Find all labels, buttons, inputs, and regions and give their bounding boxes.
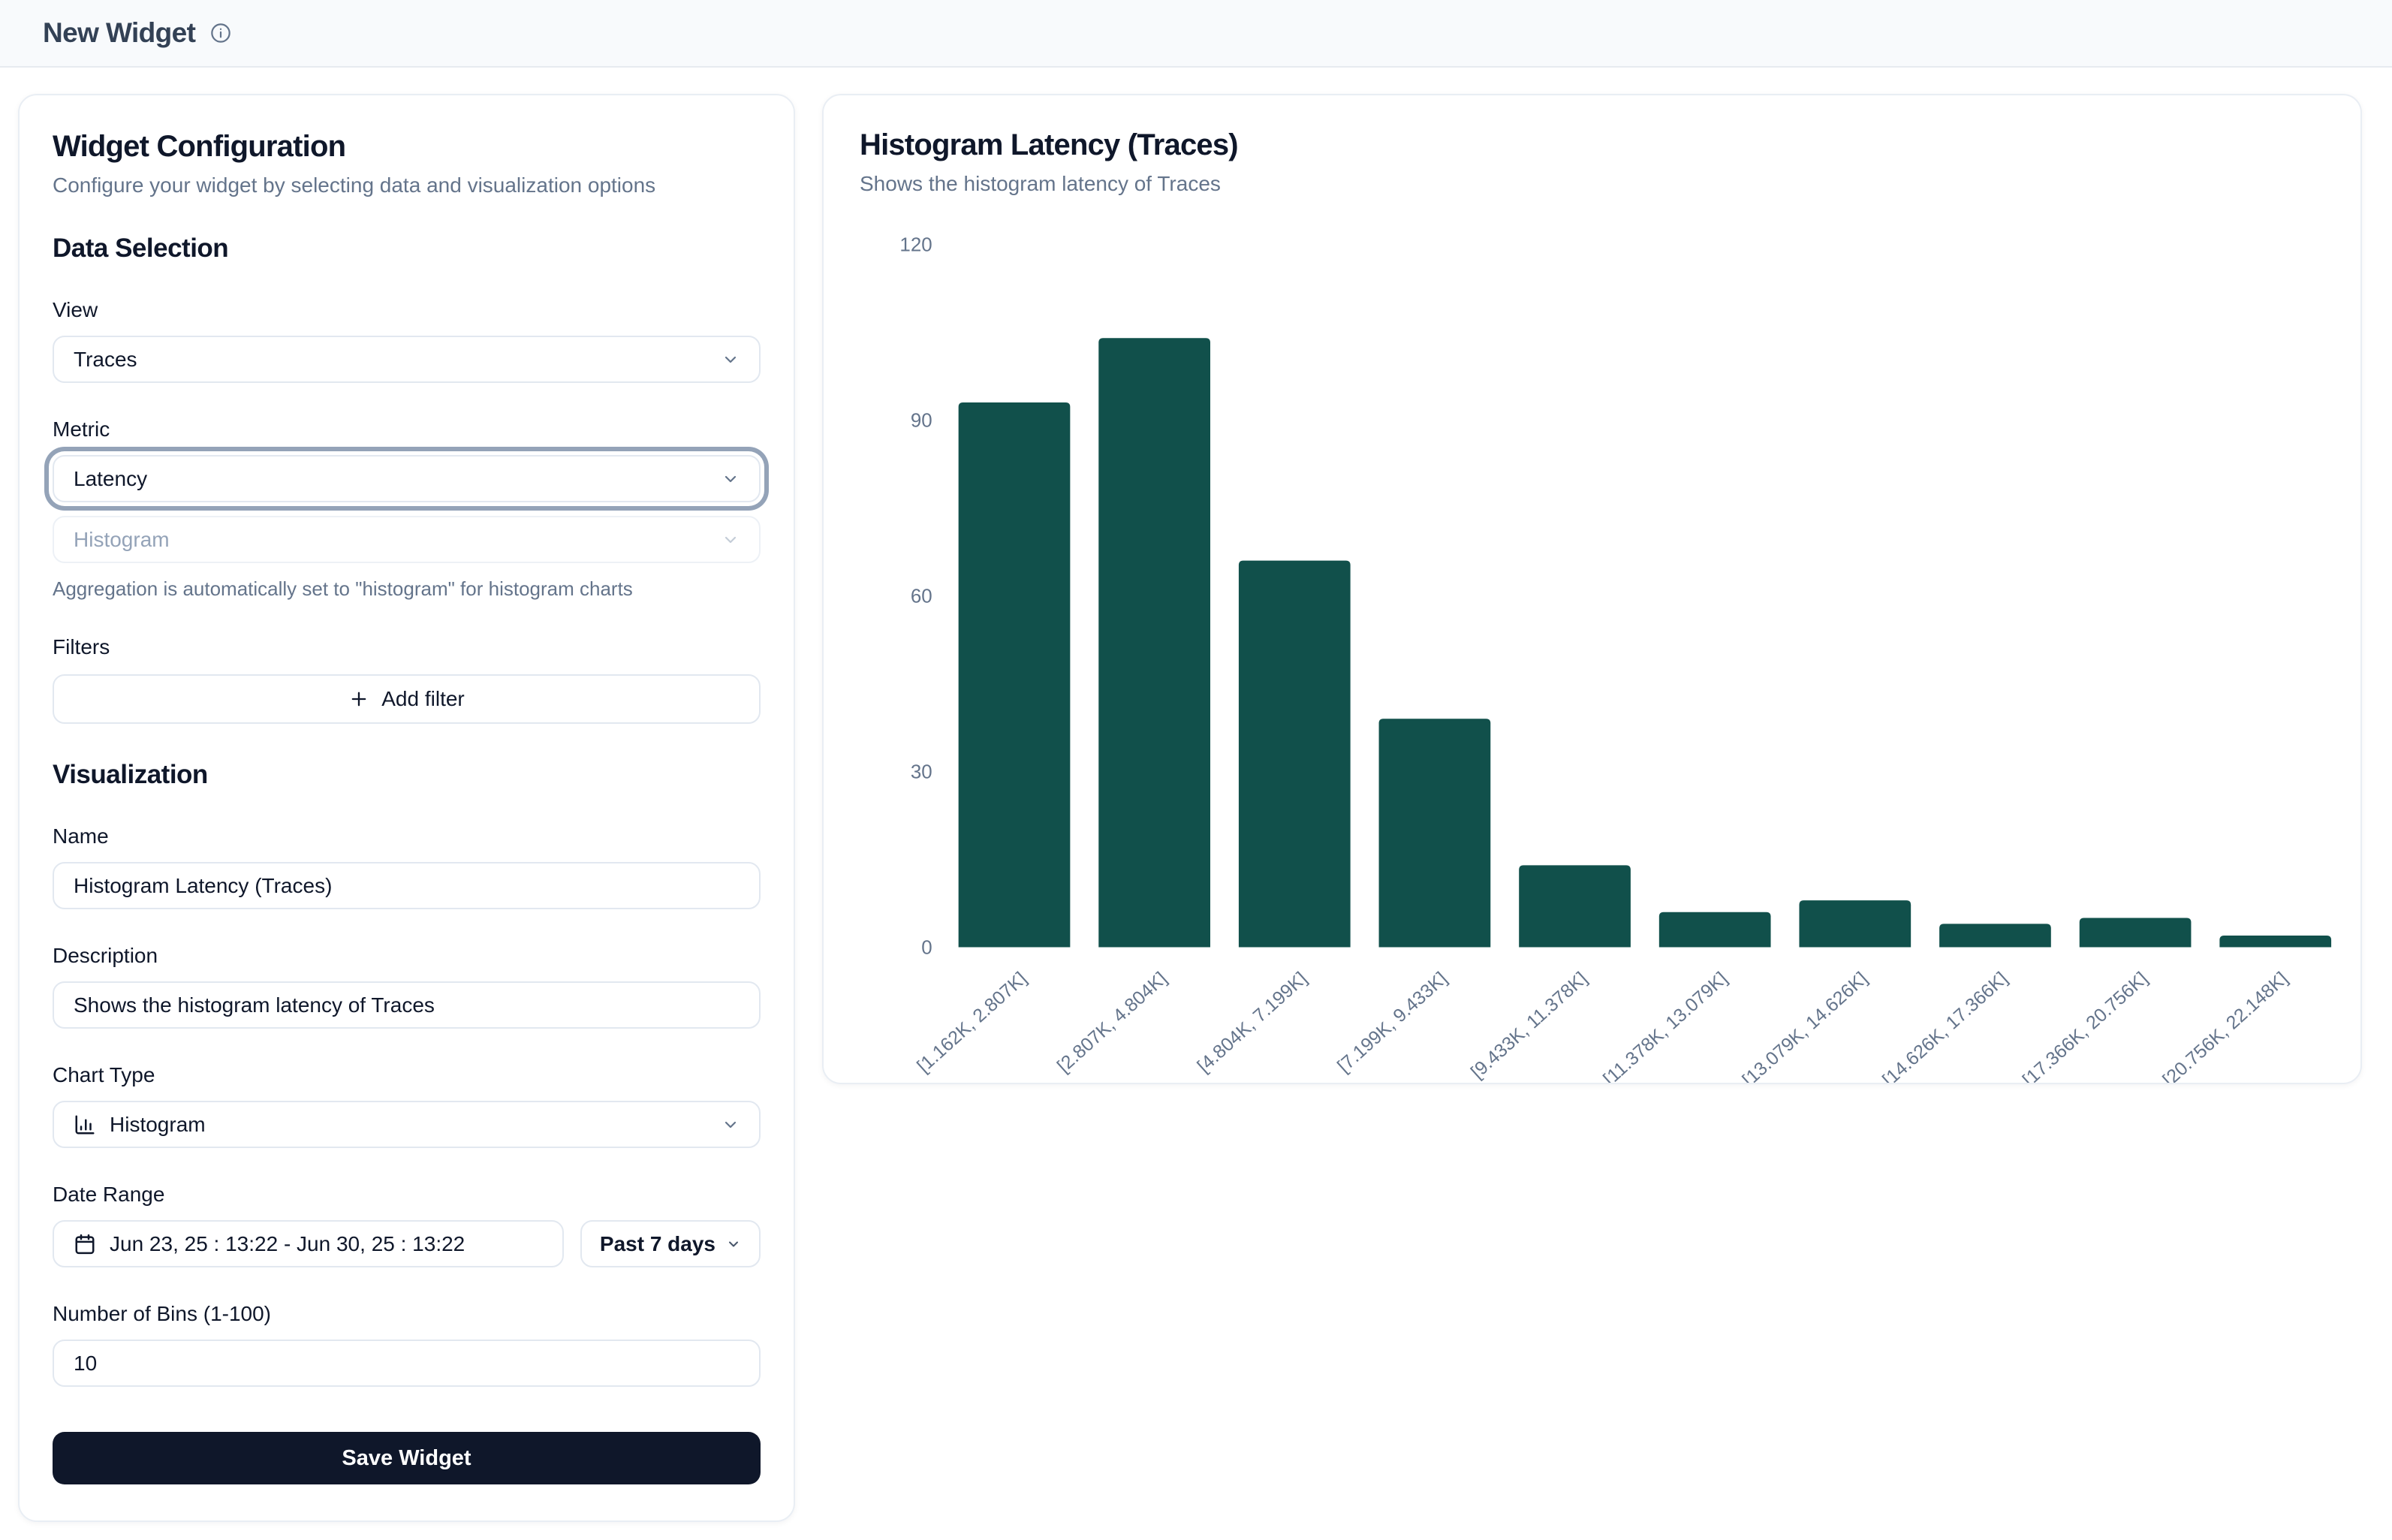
widget-configuration-panel: Widget Configuration Configure your widg… [18,94,795,1522]
info-icon[interactable] [210,23,231,44]
date-preset-select[interactable]: Past 7 days [580,1220,761,1267]
axis-tick-label: [11.378K, 13.079K] [1599,968,1731,1083]
description-input[interactable] [53,981,761,1029]
histogram-bar [1799,900,1911,948]
metric-label: Metric [53,417,110,441]
plus-icon [351,692,366,707]
date-preset-value: Past 7 days [599,1231,715,1255]
histogram-chart: 0 30 60 90 120 [1.162K, 2.807K] [2.807K, 4.804… [899,234,2332,1083]
chevron-down-icon [725,536,737,543]
axis-tick-label: 120 [899,234,932,255]
config-subtitle: Configure your widget by selecting data … [53,173,656,197]
view-select-value: Traces [74,347,137,371]
axis-tick-label: [7.199K, 9.433K] [1333,968,1451,1077]
description-label: Description [53,944,158,967]
visualization-heading: Visualization [53,760,208,789]
data-selection-heading: Data Selection [53,234,229,263]
view-label: View [53,298,98,321]
chart-type-select[interactable]: Histogram [53,1101,761,1148]
axis-tick-label: 0 [921,938,932,959]
axis-tick-label: [4.804K, 7.199K] [1193,968,1311,1077]
axis-tick-label: 60 [911,586,932,607]
axis-tick-label: [13.079K, 14.626K] [1738,968,1871,1083]
save-widget-label: Save Widget [342,1445,471,1470]
axis-tick-label: [17.366K, 20.756K] [2019,968,2152,1083]
column-chart-icon [75,1115,95,1134]
bins-input[interactable] [53,1340,761,1387]
main-content: Widget Configuration Configure your widg… [0,68,2392,1540]
histogram-bar [1658,912,1771,948]
name-label: Name [53,824,109,848]
aggregation-helper-text: Aggregation is automatically set to "his… [53,577,633,600]
axis-tick-label: [2.807K, 4.804K] [1053,968,1171,1077]
page-header: New Widget [0,0,2392,68]
axis-tick-label: 90 [911,410,932,431]
filters-label: Filters [53,635,110,658]
calendar-icon [75,1234,95,1254]
histogram-bar [1098,338,1210,948]
axis-tick-label: [14.626K, 17.366K] [1878,968,2011,1083]
axis-tick-label: [9.433K, 11.378K] [1467,968,1592,1083]
name-input[interactable] [53,862,761,909]
chart-subtitle: Shows the histogram latency of Traces [860,172,1221,195]
chart-panel: Histogram Latency (Traces) Shows the his… [822,94,2362,1084]
histogram-bar [1519,865,1631,948]
axis-tick-label: 30 [911,761,932,782]
date-range-label: Date Range [53,1183,165,1206]
date-range-value: Jun 23, 25 : 13:22 - Jun 30, 25 : 13:22 [110,1231,465,1255]
page-title: New Widget [43,17,196,48]
chart-type-value: Histogram [110,1112,206,1136]
chart-title: Histogram Latency (Traces) [860,128,1239,161]
chevron-down-icon [729,1241,738,1246]
add-filter-label: Add filter [381,687,465,710]
axis-tick-label: [1.162K, 2.807K] [913,968,1031,1077]
aggregation-select-value: Histogram [74,527,170,551]
add-filter-button[interactable]: Add filter [53,674,761,724]
histogram-bar [958,402,1071,948]
metric-select[interactable]: Latency [53,455,761,502]
axis-tick-label: [20.756K, 22.148K] [2159,968,2291,1083]
histogram-bar [2219,935,2332,948]
chevron-down-icon [725,1121,737,1128]
histogram-bar [1238,560,1351,948]
bins-label: Number of Bins (1-100) [53,1302,272,1325]
view-select[interactable]: Traces [53,336,761,383]
config-title: Widget Configuration [53,130,346,163]
date-range-picker[interactable]: Jun 23, 25 : 13:22 - Jun 30, 25 : 13:22 [53,1220,564,1267]
metric-select-value: Latency [74,466,148,490]
histogram-bar [1378,719,1491,948]
histogram-bar [2079,918,2192,948]
chevron-down-icon [725,475,737,482]
save-widget-button[interactable]: Save Widget [53,1432,761,1484]
chart-type-label: Chart Type [53,1063,155,1086]
chevron-down-icon [725,356,737,363]
aggregation-select: Histogram [53,516,761,563]
histogram-bar [1939,924,2051,948]
